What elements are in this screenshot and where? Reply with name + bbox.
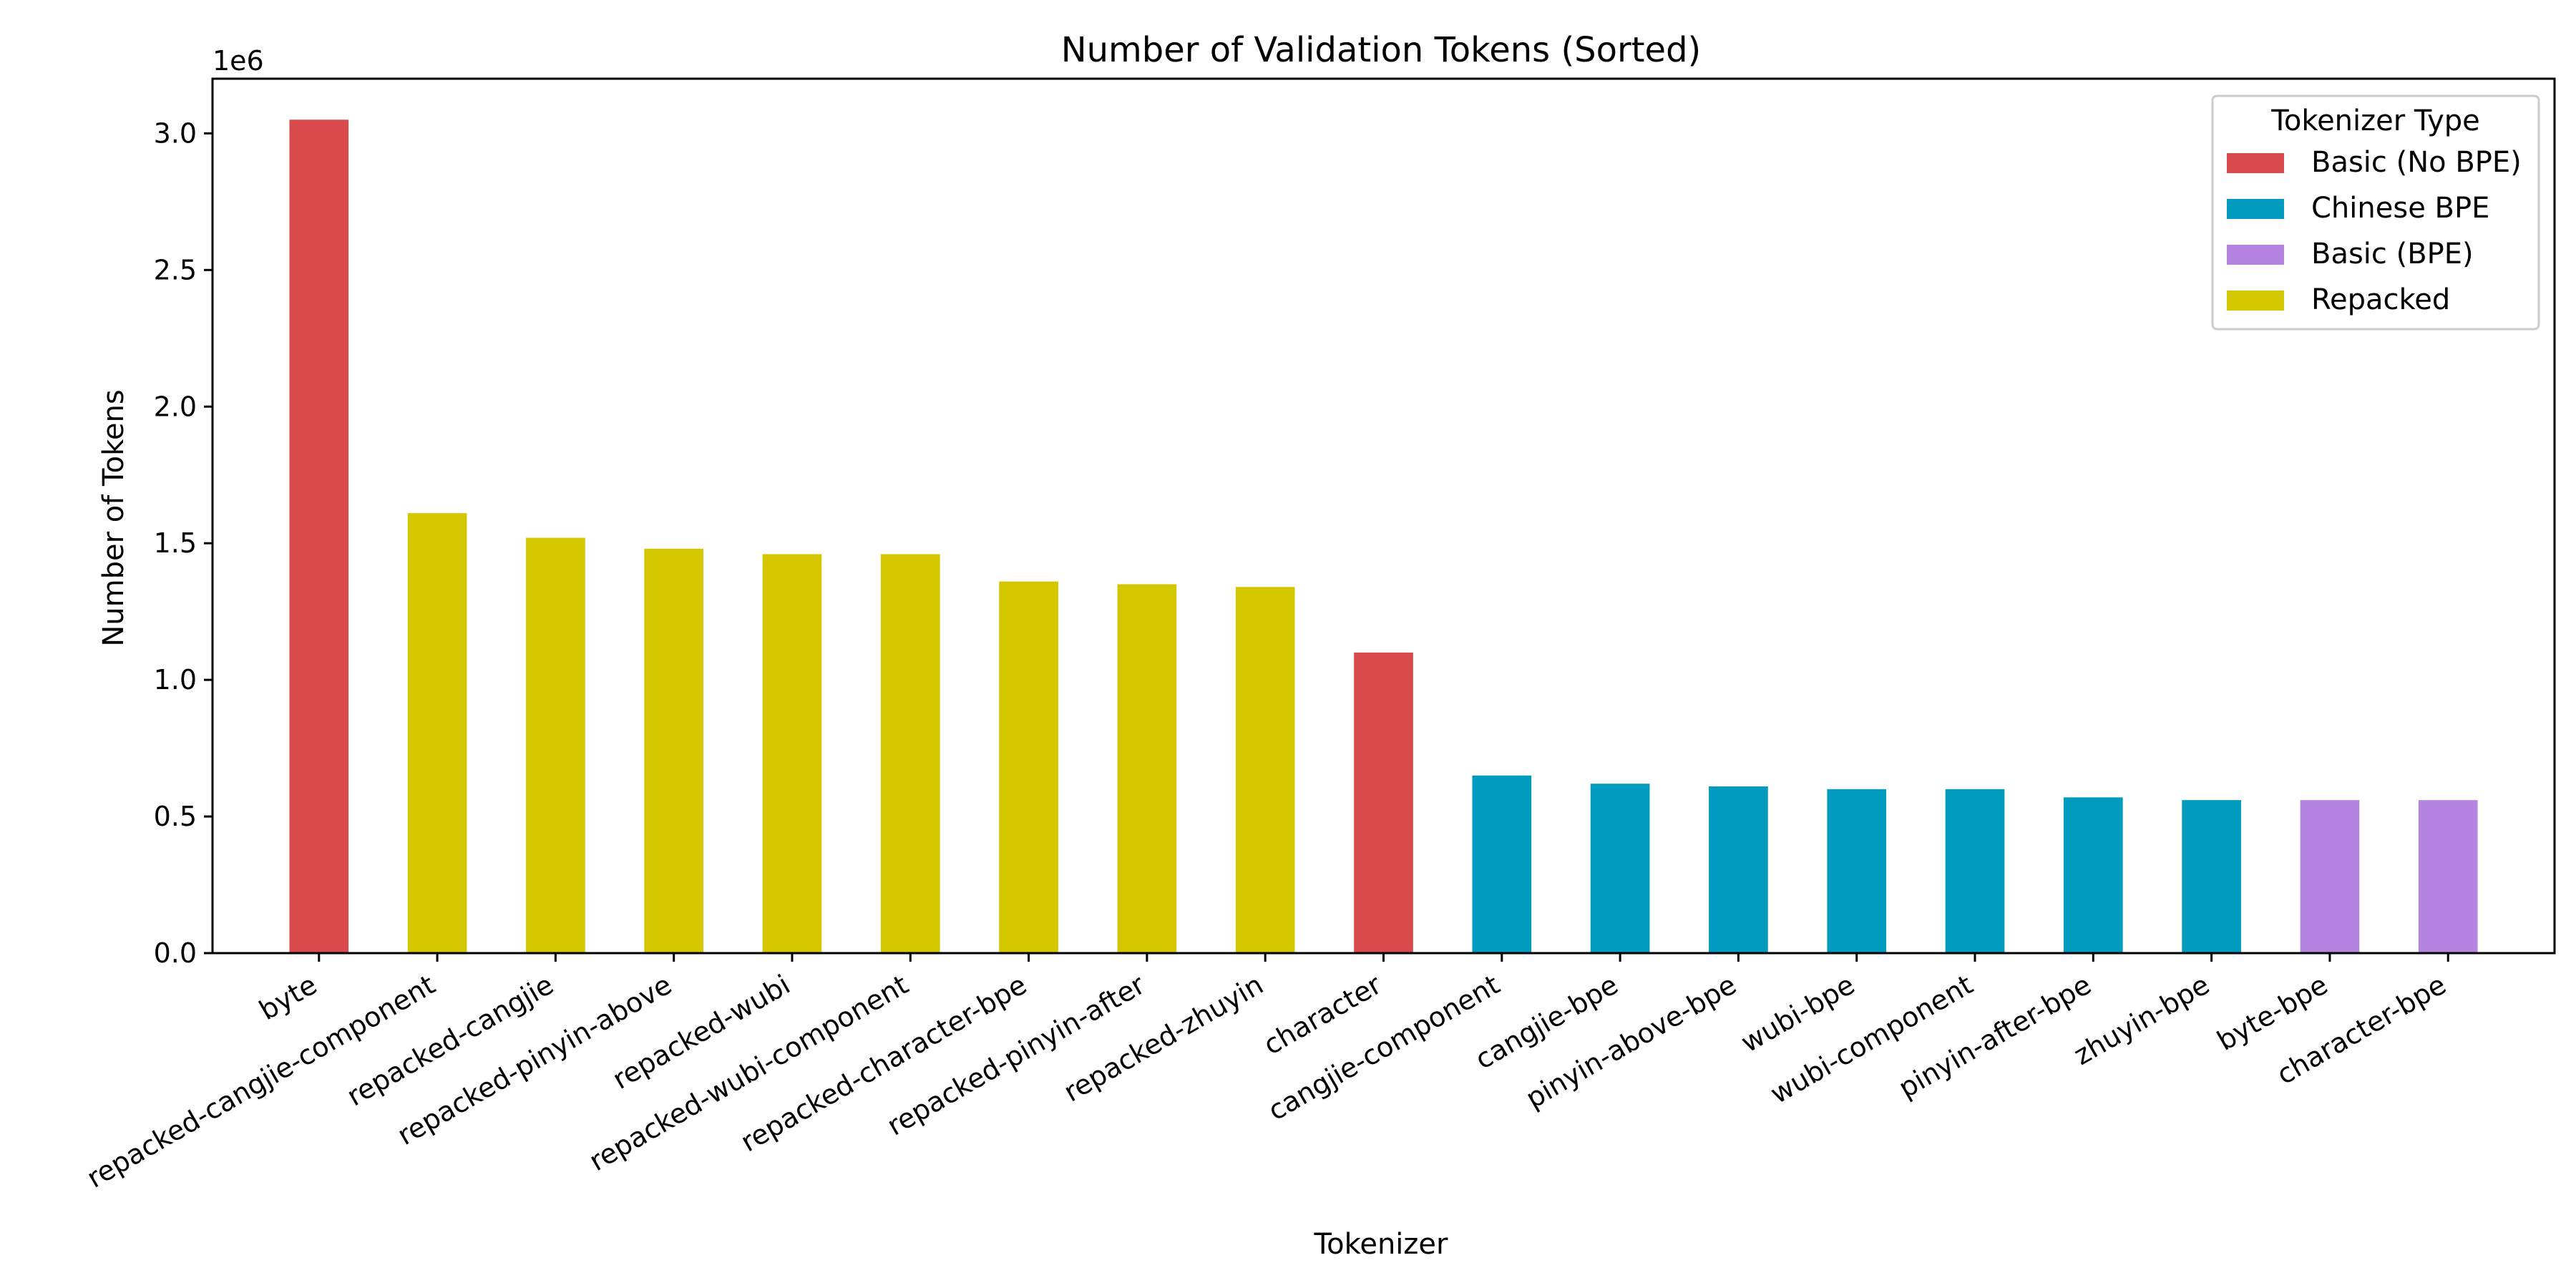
chart-title: Number of Validation Tokens (Sorted) [1061,30,1702,70]
legend-title: Tokenizer Type [2270,104,2480,137]
axes-frame [211,77,2556,955]
y-axis-title: Number of Tokens [97,389,130,646]
x-tick-label: wubi-component [1765,969,1979,1110]
legend-swatch [2227,199,2284,219]
bar-repacked-cangjie [526,537,585,953]
x-axis-title: Tokenizer [1314,1228,1449,1261]
y-tick-label: 0.0 [154,937,197,969]
legend-entry: Basic (BPE) [2311,238,2474,270]
bar-repacked-cangjie-component [407,513,467,953]
legend-box [2211,94,2540,331]
legend-entry: Repacked [2311,283,2450,316]
y-tick-label: 1.5 [154,527,197,559]
x-tick-label: pinyin-above-bpe [1521,969,1742,1115]
legend: Tokenizer Type Basic (No BPE) Chinese BPE… [2211,94,2540,331]
x-tick-label: zhuyin-bpe [2069,969,2215,1071]
bar-repacked-pinyin-after [1117,584,1177,953]
legend-swatch [2227,153,2284,173]
y-tick-label: 2.0 [154,391,197,422]
y-tick-label: 1.0 [154,664,197,696]
y-multiplier-label: 1e6 [213,45,264,77]
bar-character [1354,652,1413,953]
bar-wubi-component [1945,789,2005,953]
bar-pinyin-after-bpe [2063,797,2123,953]
x-tick-label: pinyin-after-bpe [1893,969,2097,1104]
plot-area: 0.00.51.01.52.02.53.0byterepacked-cangji… [82,77,2556,1194]
bar-byte-bpe [2300,800,2360,953]
bar-cangjie-bpe [1590,784,1650,953]
bar-byte [289,119,349,953]
legend-swatch [2227,245,2284,265]
y-tick-label: 3.0 [154,117,197,149]
bar-repacked-wubi [762,554,822,953]
bar-wubi-bpe [1827,789,1887,953]
bar-cangjie-component [1472,775,1532,953]
y-tick-label: 0.5 [154,801,197,832]
bar-zhuyin-bpe [2182,800,2241,953]
bar-character-bpe [2418,800,2478,953]
x-tick-label: repacked-zhuyin [1058,969,1269,1108]
legend-entry: Chinese BPE [2311,192,2489,225]
x-tick-label: byte [254,969,323,1027]
y-tick-label: 2.5 [154,254,197,286]
legend-entry: Basic (No BPE) [2311,146,2522,179]
legend-swatch [2227,291,2284,311]
bar-pinyin-above-bpe [1709,786,1768,953]
bar-repacked-pinyin-above [644,548,704,953]
bar-repacked-character-bpe [999,581,1058,953]
bar-repacked-zhuyin [1235,587,1295,953]
bar-repacked-wubi-component [880,554,940,953]
